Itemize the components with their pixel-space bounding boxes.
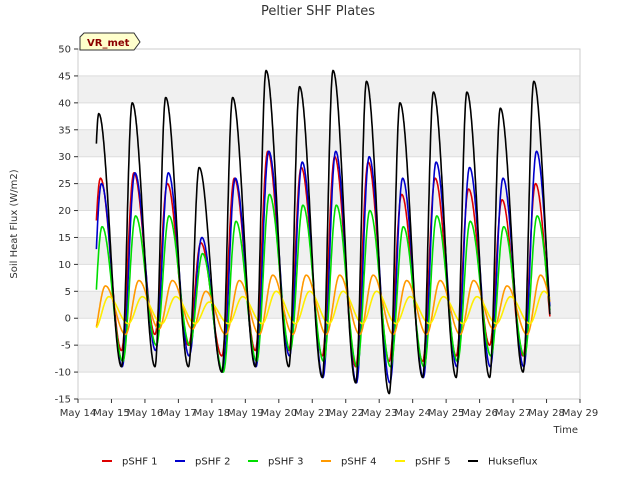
- y-tick-label: 25: [58, 179, 71, 190]
- x-tick-label: May 27: [495, 408, 532, 419]
- plot-area: [78, 49, 580, 399]
- y-tick-label: -5: [61, 341, 71, 352]
- y-tick-label: 20: [58, 206, 71, 217]
- x-tick-label: May 17: [160, 408, 197, 419]
- x-tick-label: May 21: [294, 408, 331, 419]
- badge-label: VR_met: [87, 38, 130, 49]
- x-tick-label: May 29: [562, 408, 599, 419]
- x-tick-label: May 26: [461, 408, 498, 419]
- x-tick-label: May 16: [127, 408, 164, 419]
- y-tick-label: 10: [58, 260, 71, 271]
- x-tick-label: May 22: [327, 408, 364, 419]
- legend-label-pshf-4: pSHF 4: [341, 457, 377, 468]
- y-tick-label: 5: [65, 287, 71, 298]
- x-tick-label: May 15: [93, 408, 130, 419]
- grid-band: [78, 345, 580, 373]
- y-tick-label: 35: [58, 125, 71, 136]
- x-tick-label: May 14: [60, 408, 97, 419]
- x-tick-label: May 18: [194, 408, 231, 419]
- x-tick-label: May 20: [261, 408, 298, 419]
- series-line-pshf-4: [95, 274, 551, 336]
- y-tick-label: 50: [58, 45, 71, 56]
- grid-band: [78, 75, 580, 103]
- x-tick-label: May 28: [528, 408, 565, 419]
- x-tick-label: May 23: [361, 408, 398, 419]
- legend: pSHF 1 pSHF 2 pSHF 3 pSHF 4 pSHF 5 Hukseflux: [102, 457, 538, 468]
- legend-label-pshf-2: pSHF 2: [195, 457, 231, 468]
- y-tick-label: 40: [58, 98, 71, 109]
- station-badge: VR_met: [79, 32, 141, 51]
- y-tick-label: 45: [58, 71, 71, 82]
- x-axis-label: Time: [553, 425, 578, 436]
- series-line-hukseflux: [95, 69, 551, 395]
- legend-label-hukseflux: Hukseflux: [488, 457, 538, 468]
- series-line-pshf-1: [95, 150, 551, 368]
- y-tick-label: 15: [58, 233, 71, 244]
- plot-frame: [77, 48, 581, 400]
- y-axis-ticks: -15 -10 -5 0 5 10 15 20 25 30 35 40 45 50: [55, 45, 78, 406]
- x-tick-label: May 25: [428, 408, 465, 419]
- y-tick-label: -15: [55, 395, 71, 406]
- badge-shape: [79, 32, 141, 51]
- series-line-pshf-5: [95, 290, 551, 329]
- series-lines: [95, 69, 551, 395]
- y-axis-label: Soil Heat Flux (W/m2): [9, 169, 20, 278]
- legend-label-pshf-3: pSHF 3: [268, 457, 304, 468]
- legend-label-pshf-5: pSHF 5: [415, 457, 451, 468]
- y-tick-label: 0: [65, 314, 71, 325]
- y-tick-label: 30: [58, 152, 71, 163]
- legend-label-pshf-1: pSHF 1: [122, 457, 158, 468]
- x-tick-label: May 24: [394, 408, 431, 419]
- chart-title: Peltier SHF Plates: [261, 4, 375, 19]
- y-tick-label: -10: [55, 368, 71, 379]
- x-tick-label: May 19: [227, 408, 264, 419]
